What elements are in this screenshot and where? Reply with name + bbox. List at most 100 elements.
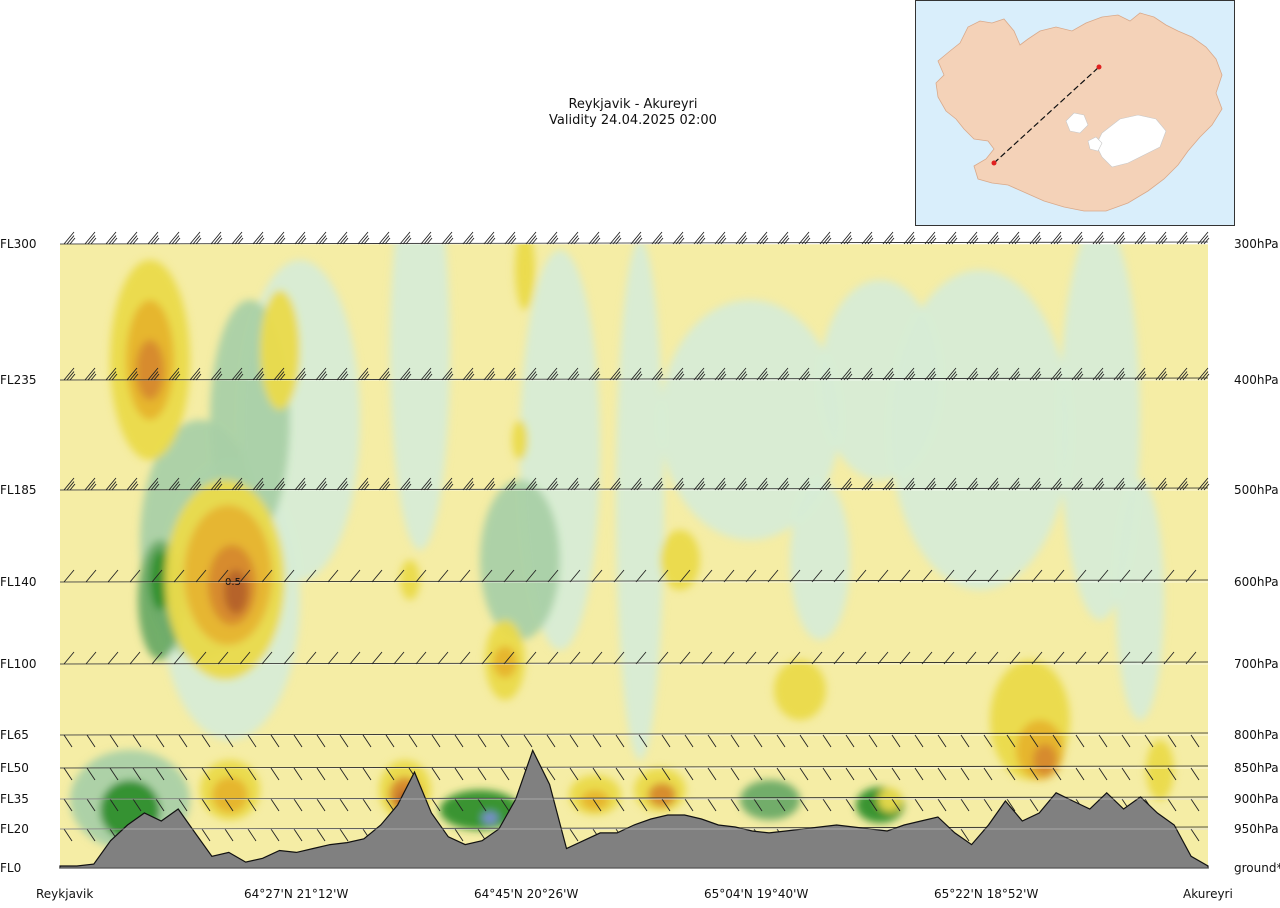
wind-barb	[891, 767, 901, 781]
wind-barb	[592, 767, 602, 781]
wind-barb	[569, 767, 579, 781]
wind-barb	[454, 828, 464, 842]
wind-barb	[210, 477, 223, 491]
wind-barb	[270, 734, 280, 748]
shading-region	[150, 550, 170, 610]
wind-barb	[481, 569, 493, 583]
wind-barb	[877, 569, 889, 583]
route-end-marker	[1096, 64, 1102, 70]
wind-barb	[1075, 767, 1085, 781]
wind-barb	[819, 367, 832, 381]
wind-barb	[1006, 734, 1016, 748]
wind-barb	[546, 477, 559, 491]
wind-barb	[270, 767, 280, 781]
wind-barb	[477, 734, 487, 748]
wind-barb	[567, 367, 580, 381]
wind-barb	[327, 651, 339, 665]
wind-barb	[635, 651, 647, 665]
route-position-label: 64°27'N 21°12'W	[244, 887, 349, 901]
wind-barb	[753, 767, 763, 781]
wind-barb	[960, 798, 970, 812]
wind-barb	[833, 569, 845, 583]
wind-barb	[657, 569, 669, 583]
wind-barb	[129, 569, 141, 583]
wind-barb	[316, 798, 326, 812]
wind-barb	[845, 767, 855, 781]
wind-barb	[635, 569, 647, 583]
wind-barb	[63, 734, 73, 748]
barb-baseline	[59, 579, 1209, 583]
pressure-level-label: 950hPa	[1234, 822, 1279, 836]
wind-barb	[109, 798, 119, 812]
wind-barb	[714, 367, 727, 381]
shading-region	[212, 777, 248, 813]
wind-barb	[385, 734, 395, 748]
wind-barb	[525, 651, 537, 665]
wind-barb	[630, 477, 643, 491]
wind-barb	[393, 651, 405, 665]
shading-region	[1146, 740, 1174, 800]
wind-barb	[776, 798, 786, 812]
wind-barb	[283, 651, 295, 665]
wind-barb	[855, 569, 867, 583]
wind-barb	[943, 651, 955, 665]
wind-barb	[399, 231, 412, 245]
shading-region	[136, 340, 164, 400]
wind-barb	[1119, 651, 1131, 665]
wind-barb	[349, 569, 361, 583]
wind-barb	[349, 651, 361, 665]
wind-barb	[1075, 569, 1087, 583]
wind-barb	[891, 734, 901, 748]
pressure-level-label: 800hPa	[1234, 728, 1279, 742]
wind-barb	[1031, 651, 1043, 665]
terrain-profile	[59, 748, 1209, 869]
flight-level-label: FL100	[0, 657, 37, 671]
wind-barb	[431, 734, 441, 748]
wind-barb	[500, 767, 510, 781]
wind-barb	[714, 477, 727, 491]
wind-barb	[546, 367, 559, 381]
wind-barb	[247, 798, 257, 812]
wind-barb	[1197, 367, 1210, 381]
wind-barb	[789, 569, 801, 583]
wind-barb	[293, 734, 303, 748]
wind-barb	[189, 367, 202, 381]
wind-barb	[1009, 569, 1021, 583]
pressure-level-label: ground*	[1234, 861, 1280, 875]
wind-barb	[1092, 477, 1105, 491]
route-overview-map	[915, 0, 1235, 226]
wind-barb	[247, 734, 257, 748]
wind-barb	[63, 231, 76, 245]
wind-barb	[399, 477, 412, 491]
shading-region	[480, 480, 560, 640]
wind-barb	[840, 231, 853, 245]
wind-barb	[822, 767, 832, 781]
wind-barb	[1197, 231, 1210, 245]
wind-barb	[638, 767, 648, 781]
wind-barb	[129, 651, 141, 665]
wind-barb	[903, 231, 916, 245]
wind-barb	[960, 767, 970, 781]
wind-barb	[415, 651, 427, 665]
wind-barb	[735, 477, 748, 491]
wind-barb	[1113, 367, 1126, 381]
wind-barb	[937, 798, 947, 812]
glacier-langjokull	[1065, 112, 1089, 134]
wind-barb	[615, 734, 625, 748]
wind-barb	[371, 651, 383, 665]
wind-barb	[483, 231, 496, 245]
wind-barb	[63, 367, 76, 381]
flight-level-label: FL65	[0, 728, 29, 742]
wind-barb	[336, 477, 349, 491]
wind-barb	[1176, 231, 1189, 245]
wind-barb	[840, 367, 853, 381]
wind-barb	[965, 651, 977, 665]
wind-barb	[924, 231, 937, 245]
wind-barb	[294, 231, 307, 245]
wind-barb	[85, 651, 97, 665]
wind-barb	[525, 477, 538, 491]
wind-barb	[1029, 477, 1042, 491]
wind-barb	[210, 231, 223, 245]
wind-barb	[672, 231, 685, 245]
